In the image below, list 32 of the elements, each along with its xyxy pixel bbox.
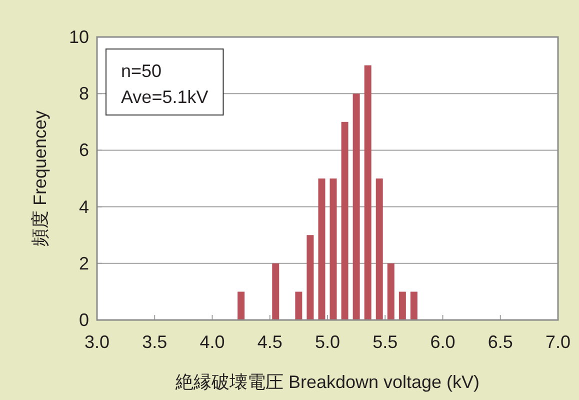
x-tick-label: 4.0 [200,332,225,352]
x-tick-label: 3.5 [142,332,168,352]
y-tick-label: 10 [68,27,89,47]
y-tick-label: 4 [78,196,89,217]
bar [387,263,394,320]
bar [272,263,280,320]
x-tick-label: 6.0 [430,332,456,352]
bar [410,292,418,320]
x-tick-label: 6.5 [488,332,513,352]
bar [238,292,245,320]
bar [398,292,406,320]
x-tick-label: 4.5 [257,332,282,352]
annotation: n=50 [121,61,162,81]
y-tick-label: 6 [78,140,89,160]
y-tick-label: 0 [78,310,89,330]
annotation: Ave=5.1kV [121,87,208,107]
bar [318,178,326,320]
bar [376,178,383,320]
x-tick-label: 5.0 [314,332,340,352]
x-tick-label: 7.0 [545,332,571,352]
bar [364,65,372,320]
bar [330,178,337,320]
y-axis-title: 頻度 Frequencey [30,110,50,247]
x-tick-label: 3.0 [84,332,110,352]
x-tick-label: 5.5 [372,332,398,352]
y-tick-label: 2 [78,253,89,274]
y-tick-label: 8 [78,84,89,104]
bar [352,94,360,320]
x-axis-title: 絶縁破壊電圧 Breakdown voltage (kV) [174,372,480,392]
bar [306,235,314,320]
bar [295,292,302,320]
bar [341,122,348,320]
